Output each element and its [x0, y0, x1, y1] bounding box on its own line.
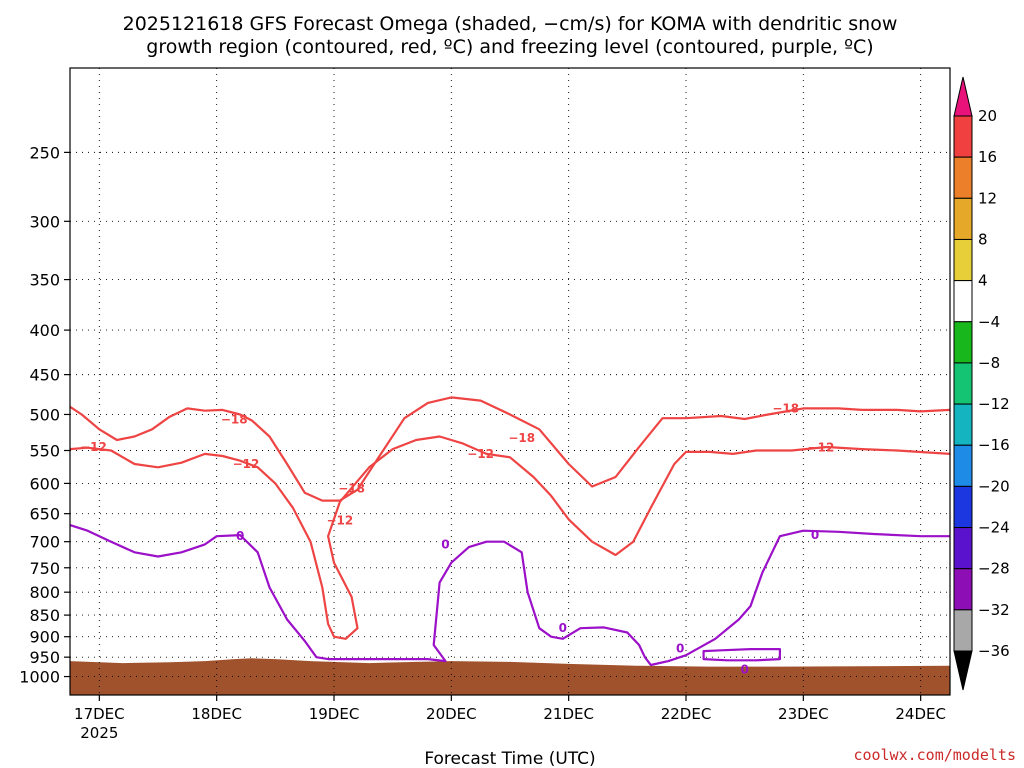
- y-tick-label-700: 700: [29, 533, 60, 552]
- y-tick-label-750: 750: [29, 559, 60, 578]
- colorbar-label-3: 8: [978, 230, 988, 248]
- x-tick-label-24DEC: 24DEC: [895, 705, 946, 723]
- contour-label-2-5: 0: [811, 528, 819, 542]
- contour-label-1-0: −12: [80, 440, 107, 454]
- y-tick-label-850: 850: [29, 606, 60, 625]
- colorbar-swatch-2: [953, 156, 973, 199]
- colorbar-swatch-12: [953, 568, 973, 611]
- y-tick-label-1000: 1000: [19, 668, 60, 687]
- x-axis-year-label: 2025: [80, 724, 118, 742]
- colorbar-label-10: −24: [978, 519, 1010, 537]
- x-axis-title: Forecast Time (UTC): [424, 749, 595, 768]
- contour-0-2: [70, 524, 950, 667]
- colorbar-swatch-13: [953, 609, 973, 652]
- contour-label-0-0: −18: [221, 413, 248, 427]
- y-tick-label-450: 450: [29, 366, 60, 385]
- y-tick-label-900: 900: [29, 628, 60, 647]
- colorbar-label-1: 16: [978, 148, 997, 166]
- x-tick-label-21DEC: 21DEC: [543, 705, 594, 723]
- colorbar-label-9: −20: [978, 477, 1010, 495]
- contour-label-2-4: 0: [740, 663, 748, 677]
- ground-surface: [70, 658, 950, 695]
- contour-label-1-4: −12: [808, 441, 835, 455]
- y-tick-label-550: 550: [29, 442, 60, 461]
- contour-label-2-2: 0: [559, 621, 567, 635]
- y-axis-ticks: 250 300 350 400 450 500 550 600 650 700 750 800 850 9…: [19, 143, 70, 687]
- x-tick-label-17DEC: 17DEC: [74, 705, 125, 723]
- colorbar-label-2: 12: [978, 189, 997, 207]
- contour-0-3: [702, 648, 781, 662]
- plot-frame: [69, 67, 951, 696]
- x-tick-label-23DEC: 23DEC: [778, 705, 829, 723]
- credit-text: coolwx.com/modelts: [853, 746, 1016, 764]
- colorbar-swatch-0: [953, 76, 973, 117]
- colorbar-swatch-6: [953, 321, 973, 364]
- colorbar-label-6: −8: [978, 354, 1000, 372]
- contour-label-2-3: 0: [676, 641, 684, 655]
- contour-−12-1: [70, 435, 950, 640]
- y-tick-label-350: 350: [29, 271, 60, 290]
- x-tick-label-20DEC: 20DEC: [426, 705, 477, 723]
- plot-background: [70, 68, 950, 695]
- colorbar-swatch-8: [953, 403, 973, 446]
- colorbar-swatch-3: [953, 197, 973, 240]
- chart-title-line-1: 2025121618 GFS Forecast Omega (shaded, −…: [123, 13, 898, 35]
- colorbar-label-13: −36: [978, 642, 1010, 660]
- chart-title-line-2: growth region (contoured, red, ºC) and f…: [146, 36, 873, 58]
- contour-label-0-3: −18: [772, 401, 799, 415]
- colorbar-swatch-14: [953, 650, 973, 691]
- colorbar-label-4: 4: [978, 272, 988, 290]
- contour-label-2-1: 0: [441, 537, 449, 551]
- ground-fill: [70, 658, 950, 695]
- x-tick-label-22DEC: 22DEC: [661, 705, 712, 723]
- colorbar-swatch-7: [953, 362, 973, 405]
- colorbar-swatch-9: [953, 444, 973, 487]
- x-tick-label-19DEC: 19DEC: [309, 705, 360, 723]
- colorbar-label-8: −16: [978, 436, 1010, 454]
- colorbar-label-7: −12: [978, 395, 1010, 413]
- colorbar-swatch-10: [953, 485, 973, 529]
- colorbar-label-0: 20: [978, 107, 997, 125]
- colorbar-label-5: −4: [978, 313, 1000, 331]
- contour-label-1-2: −12: [326, 514, 353, 528]
- colorbar-swatch-11: [953, 527, 973, 570]
- contour-label-0-2: −18: [508, 431, 535, 445]
- x-axis-ticks: 17DEC 18DEC 19DEC 20DEC 21DEC 22DEC 23DEC 24DEC: [74, 695, 946, 723]
- contour-label-2-0: 0: [236, 529, 244, 543]
- y-tick-label-300: 300: [29, 212, 60, 231]
- y-tick-label-800: 800: [29, 583, 60, 602]
- colorbar-swatch-5: [953, 280, 973, 323]
- y-tick-label-250: 250: [29, 143, 60, 162]
- contour-label-1-1: −12: [233, 457, 260, 471]
- colorbar-swatch-1: [953, 115, 973, 158]
- y-tick-label-650: 650: [29, 505, 60, 524]
- y-tick-label-600: 600: [29, 474, 60, 493]
- colorbar: 20 16 12 8 4 −4 −8 −12 −16 −20 −24 −28 −32 −36: [953, 76, 1010, 691]
- x-tick-label-18DEC: 18DEC: [191, 705, 242, 723]
- gridlines: [70, 68, 950, 695]
- colorbar-swatch-4: [953, 238, 973, 282]
- contour-label-1-3: −12: [467, 447, 494, 461]
- y-tick-label-400: 400: [29, 321, 60, 340]
- y-tick-label-500: 500: [29, 405, 60, 424]
- colorbar-label-11: −28: [978, 560, 1010, 578]
- colorbar-label-12: −32: [978, 601, 1010, 619]
- contour-−18-0: [70, 396, 950, 502]
- y-tick-label-950: 950: [29, 648, 60, 667]
